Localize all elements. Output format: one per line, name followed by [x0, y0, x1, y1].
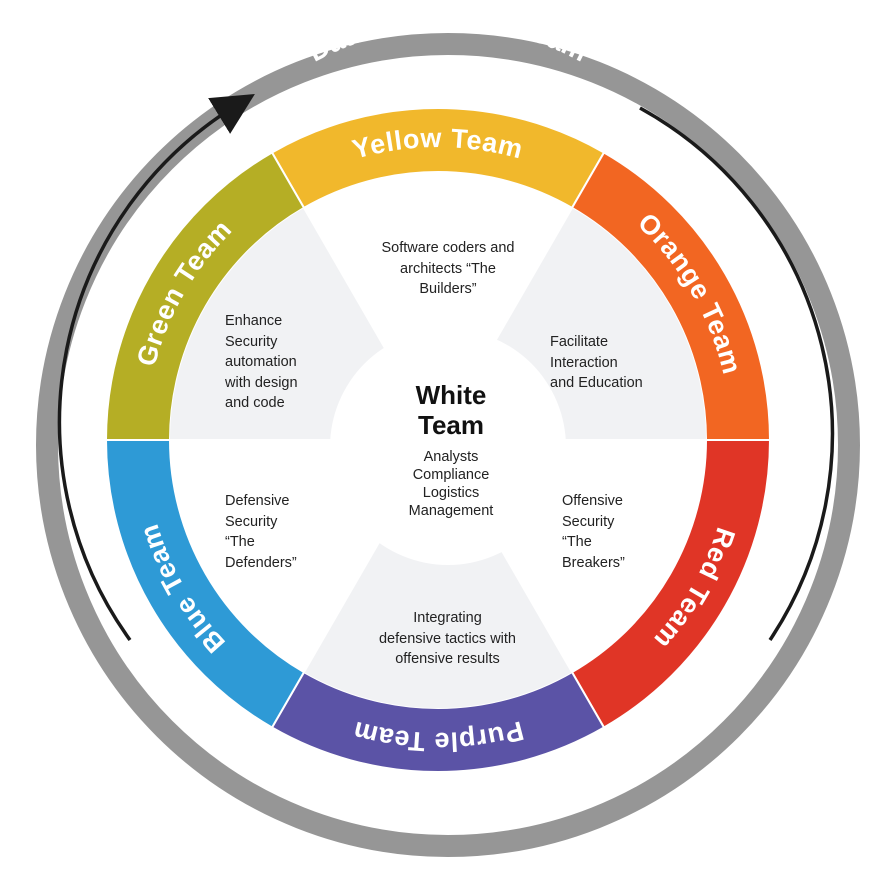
orange-team-description: Facilitate Interaction and Education	[550, 332, 690, 394]
white-team-role: Analysts	[423, 449, 479, 465]
outer-ring	[36, 33, 860, 857]
description-line: “The	[562, 534, 592, 550]
white-team-role: Management	[408, 503, 494, 519]
segments-group	[104, 107, 772, 773]
white-team-role: Compliance	[412, 467, 490, 483]
description-line: Software coders and	[381, 240, 515, 256]
white-team-circle	[330, 329, 566, 565]
white-team-title-line-2: Team	[418, 410, 484, 440]
description-line: with design	[225, 374, 298, 391]
white-team-role: Logistics	[422, 485, 480, 501]
arrow-right	[639, 106, 835, 641]
yellow-team-description: Software coders and architects “The Buil…	[352, 238, 544, 300]
description-line: Facilitate	[550, 334, 609, 350]
description-line: Integrating	[413, 610, 482, 626]
yellow-team-panel	[304, 172, 572, 440]
description-line: and Education	[550, 375, 643, 391]
description-line: Enhance	[225, 313, 283, 329]
description-line: defensive tactics with	[378, 630, 516, 647]
blue-team-description: Defensive Security “The Defenders”	[225, 491, 335, 573]
white-team-center: White Team Analysts Compliance Logistics…	[342, 380, 560, 520]
green-team-description: Enhance Security automation with design …	[225, 311, 335, 414]
purple-team-panel	[304, 440, 572, 708]
purple-team-description: Integrating defensive tactics with offen…	[345, 608, 550, 670]
description-line: offensive results	[395, 651, 500, 667]
description-line: Breakers”	[562, 554, 625, 571]
description-line: Defenders”	[225, 554, 297, 571]
white-team-title-line-1: White	[415, 380, 487, 410]
arrow-left	[57, 94, 255, 642]
description-line: automation	[225, 354, 297, 370]
description-line: Offensive	[562, 493, 623, 509]
description-line: Builders”	[419, 281, 477, 297]
description-line: Interaction	[550, 354, 618, 371]
description-line: “The	[225, 534, 255, 550]
red-team-description: Offensive Security “The Breakers”	[562, 491, 672, 573]
description-line: Security	[562, 513, 615, 530]
description-line: Security	[225, 513, 278, 530]
description-line: Security	[225, 333, 278, 350]
white-team-roles: Analysts Compliance Logistics Management	[342, 448, 560, 520]
white-team-title: White Team	[342, 380, 560, 440]
description-line: architects “The	[400, 260, 496, 277]
description-line: Defensive	[225, 493, 290, 509]
description-line: and code	[225, 395, 285, 411]
